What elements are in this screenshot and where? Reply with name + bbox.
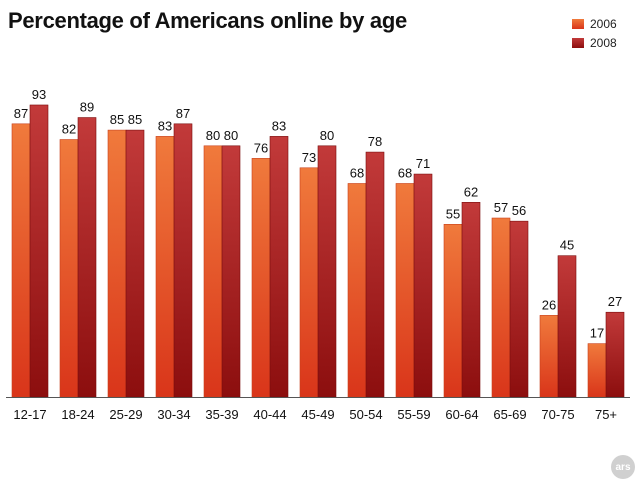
- bar-2008-40-44: [269, 136, 289, 398]
- x-tick-label-70-75: 70-75: [541, 407, 574, 422]
- data-label-2008-70-75: 45: [560, 238, 574, 253]
- x-tick-label-30-34: 30-34: [157, 407, 190, 422]
- bar-2008-30-34: [173, 123, 193, 398]
- data-label-2008-65-69: 56: [512, 203, 526, 218]
- x-tick-label-35-39: 35-39: [205, 407, 238, 422]
- legend-swatch-2006: [572, 19, 584, 29]
- ars-badge-label: ars: [615, 461, 631, 473]
- bar-2006-18-24: [59, 139, 79, 398]
- bar-2006-12-17: [11, 123, 31, 398]
- x-tick-label-65-69: 65-69: [493, 407, 526, 422]
- bar-2008-35-39: [221, 145, 241, 398]
- bar-2006-75+: [587, 343, 607, 398]
- x-tick-label-60-64: 60-64: [445, 407, 478, 422]
- bar-2008-25-29: [125, 129, 145, 398]
- bar-2008-12-17: [29, 104, 49, 398]
- data-label-2006-55-59: 68: [398, 165, 412, 180]
- bar-2008-55-59: [413, 173, 433, 398]
- bar-2008-75+: [605, 311, 625, 398]
- data-label-2006-65-69: 57: [494, 200, 508, 215]
- bar-2008-18-24: [77, 117, 97, 398]
- data-label-2006-45-49: 73: [302, 150, 316, 165]
- bar-2006-40-44: [251, 158, 271, 398]
- data-label-2008-35-39: 80: [224, 128, 238, 143]
- data-label-2008-25-29: 85: [128, 112, 142, 127]
- x-tick-label-25-29: 25-29: [109, 407, 142, 422]
- data-label-2008-12-17: 93: [32, 87, 46, 102]
- data-label-2006-18-24: 82: [62, 122, 76, 137]
- x-tick-label-45-49: 45-49: [301, 407, 334, 422]
- legend-label-2006: 2006: [590, 17, 617, 31]
- data-label-2006-50-54: 68: [350, 165, 364, 180]
- chart-title: Percentage of Americans online by age: [8, 8, 407, 33]
- bar-2008-70-75: [557, 255, 577, 398]
- data-label-2006-25-29: 85: [110, 112, 124, 127]
- ars-logo-icon: ars: [611, 455, 635, 479]
- data-label-2006-60-64: 55: [446, 206, 460, 221]
- legend-label-2008: 2008: [590, 36, 617, 50]
- data-label-2008-40-44: 83: [272, 118, 286, 133]
- x-tick-label-55-59: 55-59: [397, 407, 430, 422]
- data-label-2008-75+: 27: [608, 294, 622, 309]
- bar-2006-45-49: [299, 167, 319, 398]
- data-label-2008-45-49: 80: [320, 128, 334, 143]
- bar-2006-70-75: [539, 315, 559, 398]
- bar-2006-65-69: [491, 217, 511, 398]
- bar-2006-35-39: [203, 145, 223, 398]
- x-tick-label-40-44: 40-44: [253, 407, 286, 422]
- bar-2006-25-29: [107, 129, 127, 398]
- data-label-2006-40-44: 76: [254, 140, 268, 155]
- data-label-2006-70-75: 26: [542, 297, 556, 312]
- data-label-2008-18-24: 89: [80, 100, 94, 115]
- data-label-2006-75+: 17: [590, 326, 604, 341]
- data-label-2008-50-54: 78: [368, 134, 382, 149]
- bar-2006-50-54: [347, 183, 367, 398]
- data-label-2008-60-64: 62: [464, 184, 478, 199]
- x-tick-label-50-54: 50-54: [349, 407, 382, 422]
- data-label-2006-35-39: 80: [206, 128, 220, 143]
- x-tick-label-75+: 75+: [595, 407, 617, 422]
- bar-2008-65-69: [509, 220, 529, 398]
- legend-item-2008: 2008: [572, 36, 617, 50]
- legend-swatch-2008: [572, 38, 584, 48]
- bar-2008-60-64: [461, 202, 481, 398]
- bar-2006-60-64: [443, 224, 463, 398]
- data-label-2008-30-34: 87: [176, 106, 190, 121]
- bar-2006-55-59: [395, 183, 415, 398]
- data-label-2006-12-17: 87: [14, 106, 28, 121]
- data-label-2008-55-59: 71: [416, 156, 430, 171]
- legend-item-2006: 2006: [572, 17, 617, 31]
- x-tick-label-18-24: 18-24: [61, 407, 94, 422]
- bar-2008-45-49: [317, 145, 337, 398]
- bar-2006-30-34: [155, 136, 175, 398]
- x-tick-label-12-17: 12-17: [13, 407, 46, 422]
- data-label-2006-30-34: 83: [158, 118, 172, 133]
- bar-2008-50-54: [365, 151, 385, 398]
